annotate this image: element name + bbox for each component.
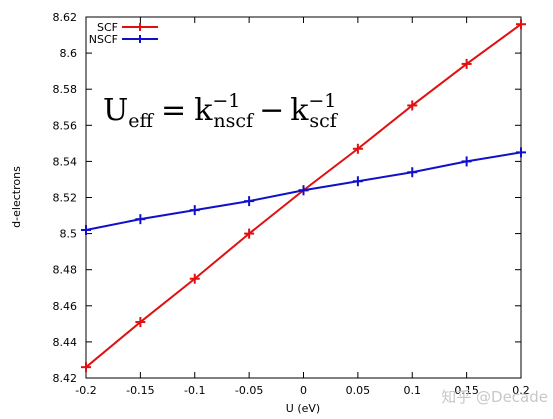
data-point-scf [244,228,255,239]
x-tick-label: 0.1 [404,384,422,397]
watermark: 知乎 @Decade [441,388,548,406]
x-tick-label: 0.2 [512,384,530,397]
formula-equals: = [161,93,186,128]
formula-lhs-base: U [103,93,128,128]
data-point-nscf [407,167,418,178]
formula-annotation: Ueff = k−1 nscf − k−1 scf [103,90,339,132]
y-tick-label: 8.6 [60,47,78,60]
data-point-scf [189,273,200,284]
x-tick-label: 0 [300,384,307,397]
data-point-nscf [298,185,309,196]
x-tick-label: -0.15 [126,384,154,397]
formula-minus: − [259,93,284,128]
legend-label-scf: SCF [97,21,118,34]
formula-term1-sub: nscf [213,110,255,132]
data-point-nscf [461,156,472,167]
formula-term2-base: k [290,93,309,128]
x-tick-label: 0.15 [454,384,479,397]
data-point-scf [135,317,146,328]
y-tick-label: 8.46 [53,300,78,313]
data-point-nscf [352,176,363,187]
data-point-nscf [189,205,200,216]
y-tick-label: 8.62 [53,11,78,24]
y-tick-label: 8.52 [53,192,78,205]
data-point-scf [352,143,363,154]
data-point-scf [407,100,418,111]
data-point-nscf [135,214,146,225]
data-point-scf [461,58,472,69]
data-point-scf [81,362,91,373]
data-point-nscf [244,196,255,207]
y-tick-label: 8.42 [53,372,78,385]
formula-term1-base: k [194,93,213,128]
legend-marker-nscf [136,35,144,43]
x-tick-labels: -0.2 -0.15 -0.1 -0.05 0 0.05 0.1 0.15 0.2 [75,384,529,397]
formula-term2-sub: scf [309,110,338,132]
legend-label-nscf: NSCF [89,33,118,46]
y-tick-labels: 8.42 8.44 8.46 8.48 8.5 8.52 8.54 8.56 8.58 8.6 8.… [53,11,78,385]
data-point-nscf [81,224,91,235]
x-tick-label: -0.05 [235,384,263,397]
x-tick-label: -0.2 [75,384,96,397]
series-group [81,19,526,373]
y-tick-label: 8.56 [53,119,78,132]
y-tick-label: 8.48 [53,264,78,277]
formula-lhs-sub: eff [128,110,154,132]
formula-term1-sup: −1 [212,90,240,112]
x-tick-label: -0.1 [184,384,205,397]
formula-term2-sup: −1 [308,90,336,112]
data-point-nscf [516,147,526,158]
legend-marker-scf [136,23,144,31]
x-axis-title: U (eV) [286,402,320,415]
x-tick-label: 0.05 [346,384,371,397]
data-point-scf [516,19,526,30]
y-tick-label: 8.5 [60,228,78,241]
y-tick-label: 8.44 [53,336,78,349]
y-axis-title: d-electrons [10,166,23,228]
y-tick-label: 8.54 [53,155,78,168]
y-tick-label: 8.58 [53,83,78,96]
series-line-scf [85,23,522,368]
axis-ticks [85,16,522,379]
